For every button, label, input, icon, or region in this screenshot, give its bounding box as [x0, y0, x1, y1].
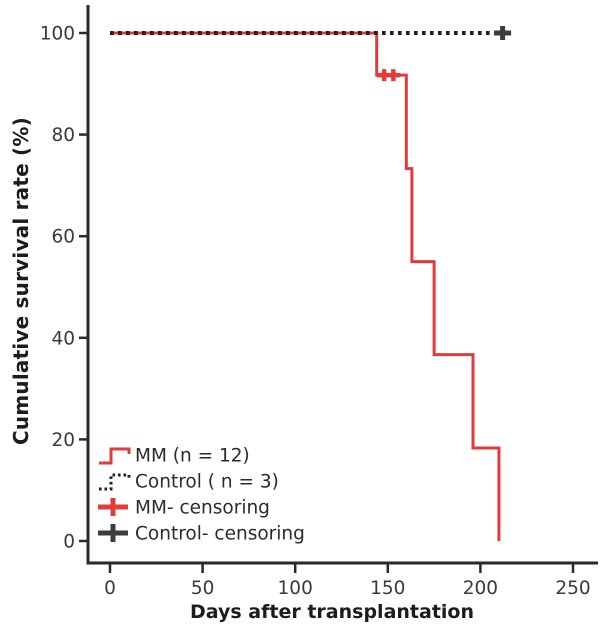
x-tick-label: 250	[555, 578, 590, 599]
legend-item: Control ( n = 3)	[99, 472, 279, 493]
legend-plus-symbol	[98, 524, 128, 542]
y-tick-label: 100	[40, 24, 75, 45]
y-tick-label: 20	[51, 430, 75, 451]
legend-item: MM (n = 12)	[99, 446, 250, 467]
x-tick-label: 100	[278, 578, 313, 599]
legend: MM (n = 12) Control ( n = 3) MM- censoring…	[98, 446, 305, 545]
legend-label: MM (n = 12)	[135, 446, 250, 467]
x-axis-title: Days after transplantation	[189, 601, 475, 623]
legend-label: MM- censoring	[135, 498, 270, 519]
legend-item: MM- censoring	[98, 498, 270, 519]
y-tick-label: 60	[51, 227, 75, 248]
legend-label: Control- censoring	[135, 524, 305, 545]
legend-plus-symbol	[98, 498, 128, 516]
mm-survival-curve	[110, 31, 501, 541]
legend-label: Control ( n = 3)	[135, 472, 279, 493]
y-tick-label: 80	[51, 125, 75, 146]
legend-step-line-symbol	[99, 473, 131, 491]
x-tick-label: 200	[463, 578, 498, 599]
x-tick-label: 0	[104, 578, 116, 599]
x-tick-label: 150	[370, 578, 405, 599]
mm-censor-mark	[386, 69, 401, 82]
x-tick-label: 50	[191, 578, 215, 599]
legend-item: Control- censoring	[98, 524, 305, 545]
y-tick-label: 40	[51, 328, 75, 349]
legend-step-line-symbol	[99, 447, 131, 465]
control-censor-mark	[494, 26, 512, 40]
y-axis-title: Cumulative survival rate (%)	[9, 117, 33, 445]
y-tick-label: 0	[63, 532, 75, 553]
